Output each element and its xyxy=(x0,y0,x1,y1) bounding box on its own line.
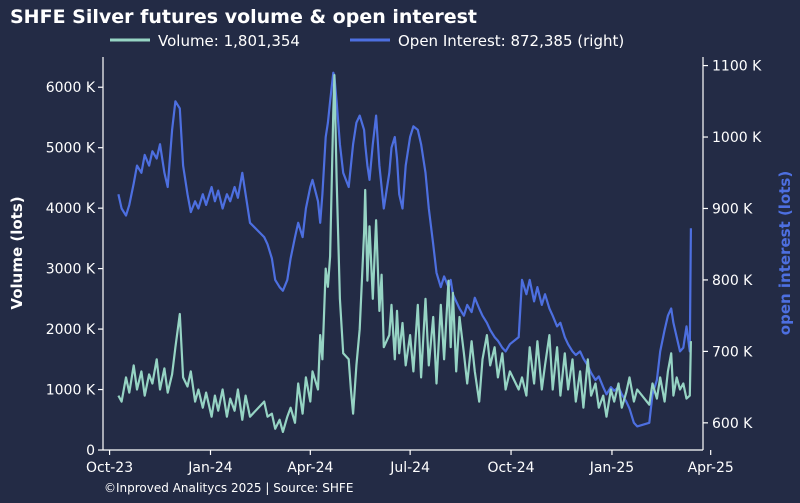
open-interest-line xyxy=(117,71,692,428)
left-tick-label: 3000 K xyxy=(46,262,96,278)
plot-area xyxy=(102,57,704,451)
left-tick-label: 4000 K xyxy=(46,201,96,217)
legend-entry-volume: Volume: 1,801,354 xyxy=(158,32,300,50)
left-axis-ticks: 0 1000 K 2000 K 3000 K 4000 K 5000 K 6000 K xyxy=(46,80,103,459)
right-tick-label: 1000 K xyxy=(712,130,762,146)
x-tick-label: Jul-24 xyxy=(389,460,430,476)
left-tick-label: 5000 K xyxy=(46,141,96,157)
right-tick-label: 1100 K xyxy=(712,59,762,75)
left-tick-label: 0 xyxy=(86,443,95,459)
x-tick-label: Oct-23 xyxy=(86,460,133,476)
chart-title: SHFE Silver futures volume & open intere… xyxy=(10,6,477,28)
legend-entry-open-interest: Open Interest: 872,385 (right) xyxy=(398,32,624,50)
volume-line xyxy=(117,73,692,433)
legend: Volume: 1,801,354 Open Interest: 872,385… xyxy=(110,32,624,50)
x-tick-label: Oct-24 xyxy=(488,460,535,476)
open-interest-series xyxy=(117,71,692,428)
y-axis-label-right: open interest (lots) xyxy=(776,171,794,335)
left-tick-label: 6000 K xyxy=(46,80,96,96)
left-tick-label: 2000 K xyxy=(46,322,96,338)
source-note: ©Inproved Analitycs 2025 | Source: SHFE xyxy=(104,481,353,495)
left-tick-label: 1000 K xyxy=(46,383,96,399)
x-axis-ticks: Oct-23 Jan-24 Apr-24 Jul-24 Oct-24 Jan-25 Apr-… xyxy=(86,450,734,476)
y-axis-label-left: Volume (lots) xyxy=(8,196,26,309)
right-axis-ticks: 600 K 700 K 800 K 900 K 1000 K 1100 K xyxy=(703,59,762,432)
volume-series xyxy=(117,73,692,433)
x-tick-label: Jan-24 xyxy=(187,460,233,476)
right-tick-label: 600 K xyxy=(712,416,753,432)
x-tick-label: Jan-25 xyxy=(589,460,634,476)
right-tick-label: 700 K xyxy=(712,344,753,360)
right-tick-label: 900 K xyxy=(712,201,753,217)
right-tick-label: 800 K xyxy=(712,273,753,289)
x-tick-label: Apr-24 xyxy=(287,460,333,476)
x-tick-label: Apr-25 xyxy=(688,460,734,476)
